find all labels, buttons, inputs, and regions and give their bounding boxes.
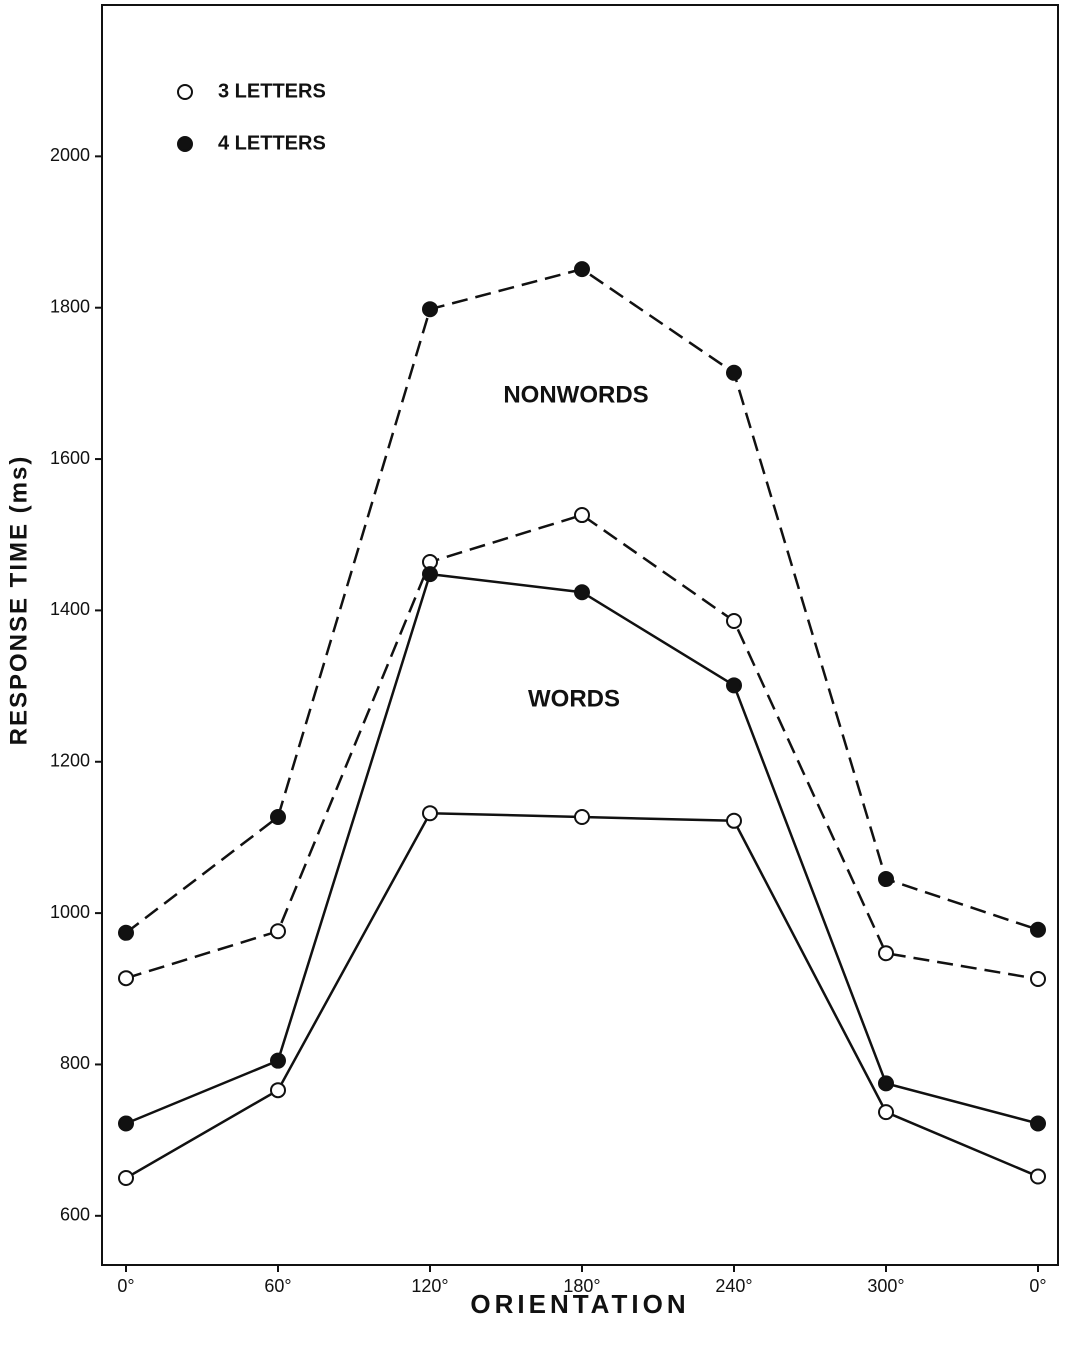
point xyxy=(574,507,590,524)
x-tick-label: 240° xyxy=(715,1276,752,1296)
point xyxy=(878,1075,894,1092)
y-tick-label: 1200 xyxy=(50,751,90,771)
x-tick-label: 300° xyxy=(867,1276,904,1296)
y-tick-label: 1800 xyxy=(50,296,90,316)
x-tick-label: 120° xyxy=(411,1276,448,1296)
y-tick-label: 600 xyxy=(60,1205,90,1225)
point xyxy=(422,301,438,318)
series-line xyxy=(125,267,1039,934)
y-tick-label: 800 xyxy=(60,1053,90,1073)
point xyxy=(878,945,894,962)
point xyxy=(1030,1168,1046,1185)
x-tick-label: 0° xyxy=(1029,1276,1046,1296)
point xyxy=(422,805,438,822)
point xyxy=(574,809,590,825)
legend-label: 3 LETTERS xyxy=(218,80,326,102)
x-axis-label: ORIENTATION xyxy=(470,1289,689,1319)
point xyxy=(118,1169,134,1186)
point xyxy=(177,84,193,100)
x-tick-label: 60° xyxy=(264,1276,291,1296)
point xyxy=(1030,921,1046,938)
y-tick-label: 1400 xyxy=(50,599,90,619)
point xyxy=(118,924,134,941)
point xyxy=(726,613,742,629)
series-line xyxy=(125,811,1039,1180)
point xyxy=(270,809,286,825)
y-tick-label: 1000 xyxy=(50,902,90,922)
point xyxy=(574,261,590,278)
point xyxy=(574,584,590,601)
x-tick-label: 180° xyxy=(563,1276,600,1296)
point xyxy=(270,1052,286,1069)
point xyxy=(726,812,742,829)
y-tick-label: 1600 xyxy=(50,448,90,468)
point xyxy=(878,1104,894,1121)
annotation: NONWORDS xyxy=(503,381,648,408)
point xyxy=(726,677,742,694)
point xyxy=(270,1082,286,1099)
point xyxy=(270,923,286,940)
point xyxy=(726,364,742,381)
point xyxy=(878,871,894,888)
point xyxy=(118,1115,134,1132)
series-line xyxy=(125,572,1039,1125)
point xyxy=(177,136,193,152)
point xyxy=(118,970,134,987)
y-axis-label: RESPONSE TIME (ms) xyxy=(5,455,32,746)
x-tick-label: 0° xyxy=(117,1276,134,1296)
point xyxy=(422,566,438,583)
point xyxy=(1030,970,1046,987)
annotation: WORDS xyxy=(528,685,620,712)
point xyxy=(1030,1115,1046,1132)
y-tick-label: 2000 xyxy=(50,145,90,165)
plot-frame xyxy=(101,4,1059,1266)
legend-label: 4 LETTERS xyxy=(218,132,326,154)
